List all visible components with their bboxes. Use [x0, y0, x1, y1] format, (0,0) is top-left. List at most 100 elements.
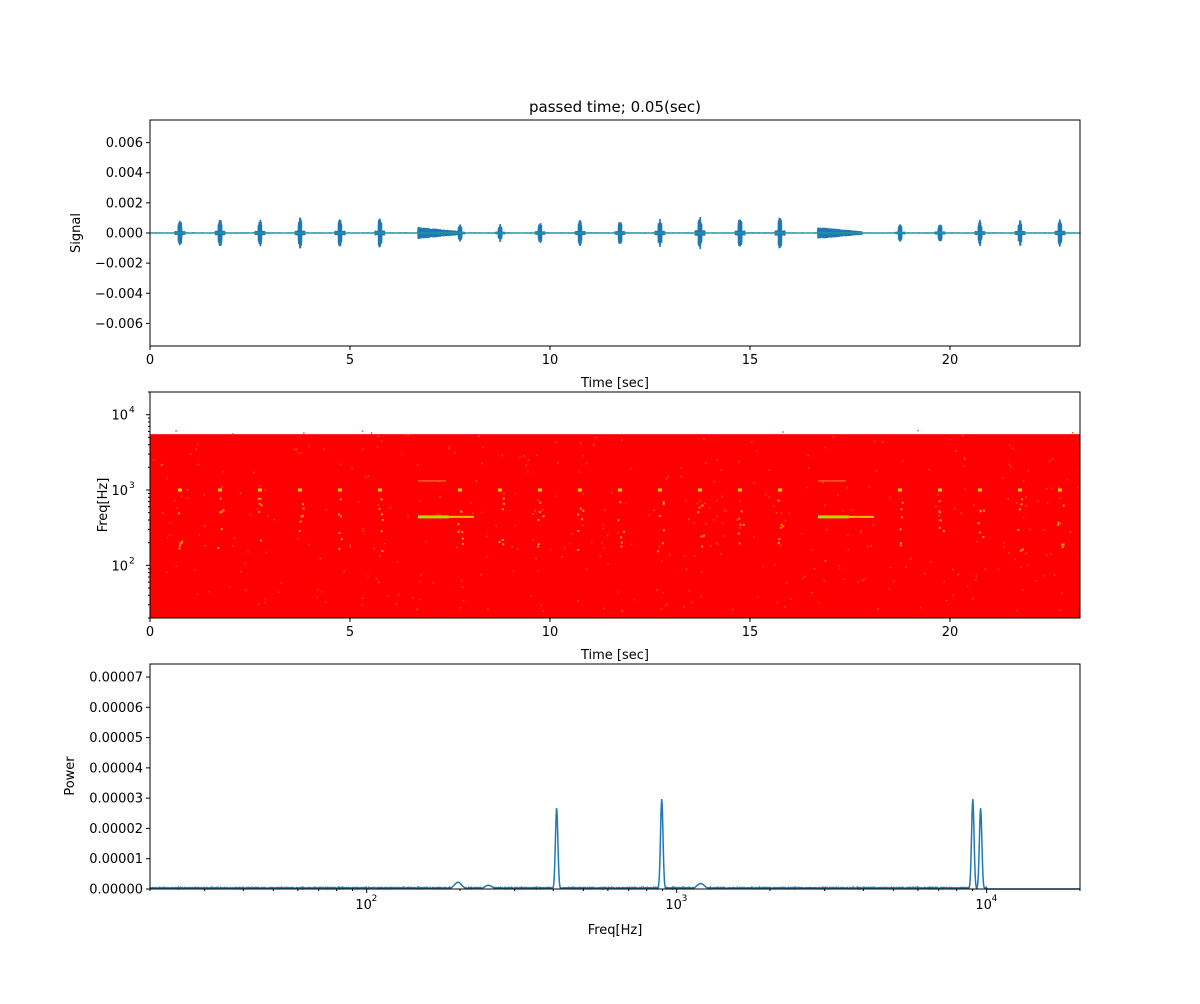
spectrogram-speckle	[768, 469, 770, 471]
y-tick-label: 0.00004	[89, 761, 143, 776]
spectrogram-speckle	[1011, 447, 1014, 450]
spectrogram-speckle	[1037, 500, 1039, 503]
x-axis-label: Time [sec]	[580, 376, 649, 391]
power-spectrum-axes: 0.00000 0.00001 0.00002 0.00003 0.00004 0.000…	[63, 663, 1081, 938]
spectrogram-event-harmonic	[181, 540, 184, 543]
spectrogram-speckle	[851, 509, 853, 511]
spectrogram-speckle	[535, 557, 537, 560]
spectrogram-speckle	[1029, 528, 1031, 531]
spectrogram-event-harmonic	[539, 501, 542, 504]
spectrogram-speckle	[439, 496, 442, 498]
spectrogram-speckle	[253, 471, 255, 474]
spectrogram-event-harmonic	[542, 515, 545, 518]
spectrogram-speckle	[1050, 553, 1053, 555]
spectrogram-speckle	[419, 580, 421, 583]
spectrogram-event-harmonic	[300, 515, 303, 518]
spectrogram-speckle	[1025, 552, 1027, 555]
spectrogram-speckle	[555, 441, 557, 443]
spectrogram-speckle	[1061, 592, 1063, 594]
spectrogram-event	[338, 488, 342, 492]
spectrogram-event-harmonic	[938, 510, 941, 513]
spectrogram-speckle	[1008, 463, 1011, 466]
spectrogram-event-harmonic	[537, 545, 540, 548]
spectrogram-speckle	[624, 502, 627, 504]
spectrogram-speckle	[785, 581, 788, 584]
spectrogram-event-harmonic	[257, 497, 260, 500]
power-peak	[555, 807, 558, 810]
spectrogram-speckle	[924, 572, 926, 575]
spectrogram-speckle	[407, 434, 410, 436]
spectrogram-speckle	[610, 491, 613, 494]
spectrogram-event-harmonic	[260, 539, 263, 542]
spectrogram-speckle	[1043, 575, 1045, 577]
spectrogram-speckle	[377, 504, 379, 506]
spectrogram-event	[298, 488, 302, 492]
spectrogram-speckle	[976, 541, 978, 543]
spectrogram-event-harmonic	[777, 499, 780, 502]
spectrogram-speckle	[1058, 609, 1061, 612]
spectrogram-speckle	[837, 494, 839, 496]
spectrogram-speckle	[244, 562, 246, 564]
spectrogram-event-harmonic	[577, 529, 580, 532]
spectrogram-speckle	[824, 446, 826, 449]
spectrogram-speckle	[683, 606, 685, 608]
spectrogram-event-harmonic	[701, 545, 704, 548]
x-tick-label: 15	[742, 353, 759, 368]
spectrogram-speckle	[875, 469, 878, 472]
y-tick-label: 10	[111, 559, 128, 574]
spectrogram-event-harmonic	[939, 519, 942, 522]
spectrogram-speckle	[377, 581, 380, 584]
spectrogram-speckle	[788, 512, 791, 514]
spectrogram-speckle	[709, 507, 711, 509]
spectrogram-speckle	[175, 430, 177, 432]
spectrogram-event-harmonic	[501, 539, 504, 542]
spectrogram-speckle	[703, 437, 705, 440]
spectrogram-speckle	[963, 457, 966, 459]
y-tick-exponent: 3	[129, 481, 135, 491]
spectrogram-speckle	[955, 450, 957, 452]
spectrogram-speckle	[684, 499, 687, 502]
spectrogram-speckle	[943, 581, 945, 583]
spectrogram-speckle	[530, 594, 532, 597]
y-axis-label: Signal	[69, 213, 84, 253]
spectrogram-event-harmonic	[702, 534, 705, 537]
spectrogram-event-harmonic	[1057, 523, 1060, 526]
y-tick-label: 0.00006	[89, 701, 143, 716]
spectrogram-speckle	[233, 537, 236, 539]
spectrogram-speckle	[945, 599, 948, 602]
spectrogram-speckle	[186, 489, 189, 491]
spectrogram-speckle	[582, 493, 585, 495]
spectrogram-event-harmonic	[338, 531, 341, 534]
spectrogram-speckle	[162, 512, 164, 514]
spectrogram-speckle	[501, 454, 503, 457]
spectrogram-event-harmonic	[302, 503, 305, 506]
spectrogram-speckle	[557, 462, 559, 464]
spectrogram-speckle	[523, 455, 525, 457]
spectrogram-speckle	[361, 430, 364, 433]
spectrogram-speckle	[954, 507, 956, 510]
spectrogram-speckle	[1016, 609, 1018, 612]
spectrogram-event-harmonic	[657, 550, 660, 553]
spectrogram-speckle	[1078, 440, 1081, 443]
spectrogram-event-harmonic	[337, 513, 340, 516]
spectrogram-speckle	[1002, 477, 1004, 479]
spectrogram-speckle	[963, 465, 965, 468]
spectrogram-speckle	[377, 435, 380, 438]
power-peak	[457, 881, 459, 884]
spectrogram-speckle	[984, 568, 987, 570]
spectrogram-event-harmonic	[461, 537, 464, 540]
spectrogram-event-harmonic	[662, 502, 665, 505]
spectrogram-event-harmonic	[502, 543, 505, 546]
spectrogram-speckle	[704, 462, 707, 465]
spectrogram-event-harmonic	[1062, 543, 1065, 546]
spectrogram-speckle	[448, 446, 450, 448]
spectrogram-speckle	[481, 462, 483, 465]
spectrogram-speckle	[680, 467, 682, 469]
spectrogram-event	[178, 488, 182, 492]
spectrogram-speckle	[542, 610, 544, 612]
spectrogram-event-harmonic	[1057, 521, 1060, 524]
spectrogram-speckle	[937, 493, 939, 496]
spectrogram-speckle	[602, 527, 604, 530]
spectrogram-speckle	[203, 493, 205, 496]
